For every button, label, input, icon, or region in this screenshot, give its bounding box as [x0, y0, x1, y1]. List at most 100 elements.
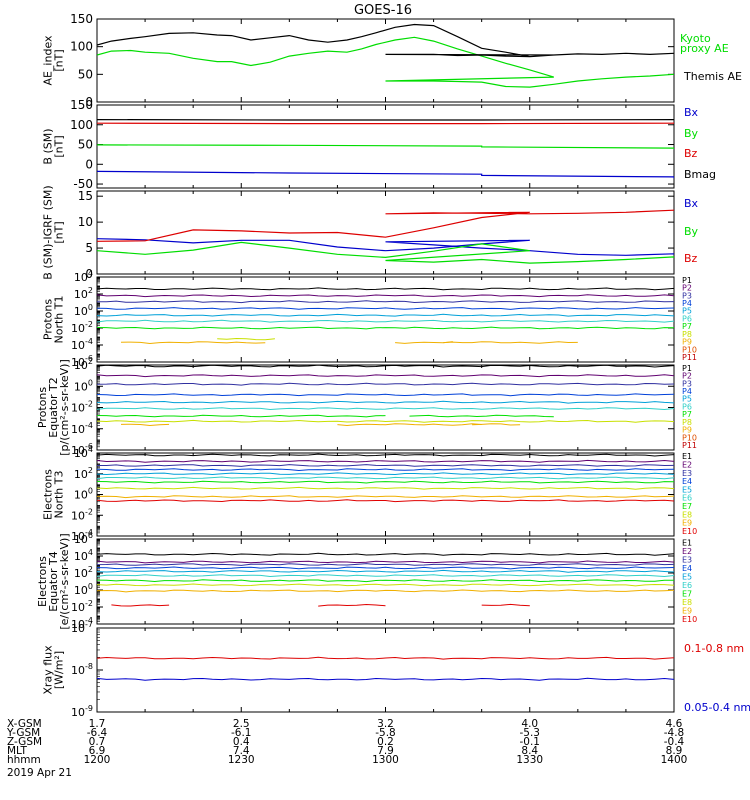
legend-e6: E6: [682, 494, 692, 503]
y-tick-label: 102: [74, 357, 93, 372]
series-0-1-0-8-nm-line: [97, 656, 674, 660]
series-e10-line: [97, 499, 674, 503]
series-p9-line: [395, 341, 453, 344]
panel-frame: [96, 276, 675, 363]
y-tick-label: 10: [78, 215, 93, 229]
x-tick-label: 1400: [661, 754, 688, 766]
y-axis-label: [e/(cm²-s-sr-keV)]: [58, 533, 71, 629]
x-tick-label: 8.4: [521, 745, 538, 757]
series-p3-line: [97, 382, 674, 386]
x-tick-label: -4.8: [664, 727, 685, 739]
series-e8-line: [97, 583, 674, 587]
y-tick-label: 10-2: [71, 400, 93, 415]
legend-p8: P8: [682, 418, 692, 427]
y-tick-label: 10-4: [71, 337, 93, 352]
legend-p11: P11: [682, 353, 697, 362]
legend-p10: P10: [682, 345, 697, 354]
legend-e2: E2: [682, 547, 692, 556]
y-tick-label: 104: [74, 548, 93, 563]
y-tick-label: 10-8: [71, 662, 93, 677]
legend-e1: E1: [682, 538, 692, 547]
series-p5-line: [97, 313, 674, 317]
legend-e5: E5: [682, 485, 692, 494]
x-axis-labels: X-GSM 1.7 2.5 3.2 4.0 4.6 Y-GSM -6.4 -6.1 -5.8 -5.…: [6, 718, 687, 779]
x-row-label: hhmm: [7, 754, 41, 766]
panel-8: 10-7 10-8 10-9 Xray flux[W/m²] 0.1-0.8 nm 0.0…: [42, 620, 750, 719]
x-tick-label: -0.1: [520, 736, 541, 748]
series-e10-line: [318, 603, 386, 607]
series-bz-line: [97, 200, 674, 242]
panel-frame: [96, 104, 675, 189]
x-tick-label: 1230: [228, 754, 255, 766]
legend-p10: P10: [682, 433, 697, 442]
series-e2-line: [97, 560, 674, 564]
legend-p8: P8: [682, 330, 692, 339]
legend-p5: P5: [682, 307, 692, 316]
x-tick-label: 3.2: [377, 718, 394, 730]
legend-e4: E4: [682, 564, 692, 573]
x-tick-label: 0.2: [377, 736, 394, 748]
y-tick-label: 10-2: [71, 507, 93, 522]
legend-e5: E5: [682, 572, 692, 581]
legend-bz: Bz: [684, 147, 698, 160]
y-axis-label: Electrons: [36, 556, 49, 607]
legend-p7: P7: [682, 322, 692, 331]
legend-by: By: [684, 127, 699, 140]
y-axis-label: Electrons: [42, 469, 55, 520]
series-group: [97, 552, 674, 607]
series-kyoto-proxy-ae-line: [97, 36, 674, 88]
plot-title: GOES-16: [354, 3, 412, 18]
y-tick-label: 104: [74, 269, 93, 284]
x-tick-label: 7.9: [377, 745, 394, 757]
legend-p1: P1: [682, 364, 692, 373]
y-tick-label: 100: [74, 487, 93, 502]
y-tick-label: 10-2: [71, 320, 93, 335]
series-group: [97, 287, 674, 345]
legend-e9: E9: [682, 519, 692, 528]
series-e3-line: [97, 563, 674, 566]
series-e6-line: [97, 476, 674, 480]
series-e8-line: [97, 486, 674, 490]
y-tick-label: 102: [74, 466, 93, 481]
y-axis-label: Xray flux: [42, 645, 55, 695]
x-row-label: Z-GSM: [7, 736, 42, 748]
y-tick-label: 10-9: [71, 704, 93, 719]
series-e3-line: [97, 464, 674, 467]
series-p7-line: [97, 326, 674, 330]
series-e1-line: [97, 453, 674, 457]
y-tick-label: 100: [74, 303, 93, 318]
y-axis-label: North T3: [53, 471, 66, 519]
x-tick-label: 6.9: [89, 745, 106, 757]
series-e9-line: [97, 589, 674, 593]
legend-p4: P4: [682, 387, 692, 396]
series-group: [97, 365, 674, 427]
legend-e1: E1: [682, 452, 692, 461]
x-tick-label: 0.4: [233, 736, 250, 748]
y-axis-label: [nT]: [53, 135, 66, 157]
legend-e10: E10: [682, 615, 697, 624]
series-p6-line: [97, 407, 674, 411]
series-p7-line: [409, 414, 554, 418]
legend-e8: E8: [682, 510, 692, 519]
y-tick-label: 15: [78, 189, 93, 203]
y-axis-label: Equator T2: [47, 377, 60, 437]
x-row-label: MLT: [7, 745, 27, 757]
y-axis-label: [nT]: [53, 49, 66, 71]
series-p9-line: [472, 423, 521, 426]
legend-p7: P7: [682, 410, 692, 419]
y-tick-label: 10-7: [71, 620, 93, 635]
x-row-label: Y-GSM: [6, 727, 40, 739]
legend-e3: E3: [682, 555, 692, 564]
series-p7-line: [97, 414, 386, 418]
legend-e4: E4: [682, 477, 692, 486]
series-group: [97, 23, 674, 88]
series-p9-line: [120, 341, 266, 345]
x-tick-label: 4.6: [666, 718, 683, 730]
series-bx-line: [97, 238, 674, 256]
series-e6-line: [97, 574, 674, 578]
legend-e2: E2: [682, 461, 692, 470]
series-e9-line: [97, 495, 674, 499]
panel-frame: [96, 364, 675, 451]
